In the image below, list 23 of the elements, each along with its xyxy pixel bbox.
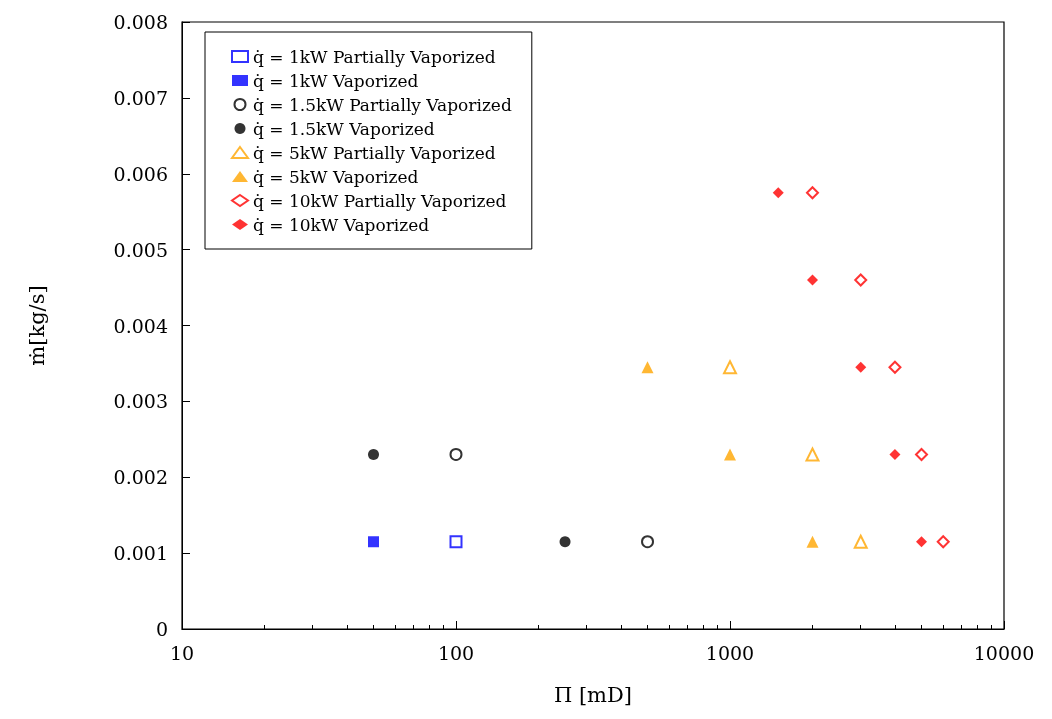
y-tick-label: 0 xyxy=(155,618,168,640)
x-tick-label: 100 xyxy=(437,641,475,664)
legend-label: q̇ = 1kW Vaporized xyxy=(253,70,419,91)
legend-label: q̇ = 10kW Partially Vaporized xyxy=(253,190,507,211)
y-tick-label: 0.002 xyxy=(113,466,168,489)
y-tick-label: 0.003 xyxy=(113,390,168,413)
y-tick-label: 0.004 xyxy=(113,314,168,337)
legend-label: q̇ = 5kW Vaporized xyxy=(253,166,419,187)
x-axis-title: Π [mD] xyxy=(553,682,633,707)
y-tick-label: 0.008 xyxy=(113,11,168,33)
y-tick-label: 0.006 xyxy=(113,162,168,185)
legend-label: q̇ = 5kW Partially Vaporized xyxy=(253,142,496,163)
legend-label: q̇ = 10kW Vaporized xyxy=(253,214,430,235)
legend-label: q̇ = 1kW Partially Vaporized xyxy=(253,46,496,67)
y-tick-label: 0.005 xyxy=(113,238,168,261)
x-tick-label: 10000 xyxy=(973,641,1035,664)
x-tick-label: 10 xyxy=(169,641,195,664)
y-axis-title: ṁ[kg/s] xyxy=(24,285,49,366)
y-tick-label: 0.007 xyxy=(113,86,168,109)
legend-label: q̇ = 1.5kW Vaporized xyxy=(253,118,435,139)
y-tick-label: 0.001 xyxy=(113,542,168,565)
x-tick-label: 1000 xyxy=(705,641,755,664)
legend-label: q̇ = 1.5kW Partially Vaporized xyxy=(253,94,512,115)
